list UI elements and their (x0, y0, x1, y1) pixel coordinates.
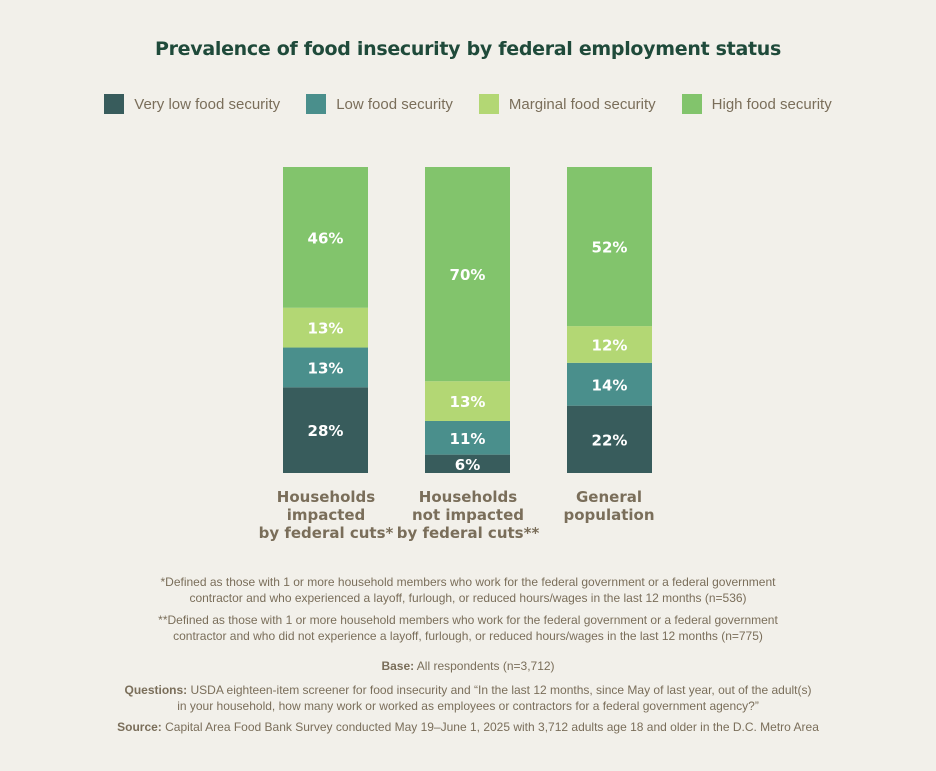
legend-item-low: Low food security (306, 94, 453, 114)
category-label-general: General population (534, 488, 684, 524)
base-text: All respondents (n=3,712) (414, 659, 555, 673)
category-label-impacted: Households impacted by federal cuts* (251, 488, 401, 542)
source-label: Source: (117, 720, 162, 734)
legend-label: Marginal food security (508, 95, 656, 113)
legend-label: Very low food security (134, 95, 281, 113)
data-label: 52% (592, 239, 628, 257)
legend-swatch-very-low (104, 94, 125, 114)
bar-segment-marginal (283, 307, 368, 348)
category-label-line: population (563, 506, 655, 524)
category-label-line: Households (276, 488, 376, 506)
bar-segment-marginal (425, 381, 510, 421)
bar-segment-very-low (425, 454, 510, 473)
data-label: 14% (592, 376, 628, 394)
footnote-line: contractor and who experienced a layoff,… (189, 591, 747, 605)
bar-segment-very-low (567, 405, 652, 473)
data-label: 13% (308, 320, 344, 338)
bar-segment-low (283, 347, 368, 388)
questions-text-line2: in your household, how many work or work… (177, 699, 759, 713)
questions-label: Questions: (124, 683, 188, 697)
base-note: Base: All respondents (n=3,712) (100, 658, 836, 674)
category-label-line: General (576, 488, 642, 506)
footnote-line: *Defined as those with 1 or more househo… (160, 575, 776, 589)
bar-segment-marginal (567, 326, 652, 363)
category-label-line: impacted (286, 506, 366, 524)
category-label-line: not impacted (412, 506, 524, 524)
bar-segment-low (425, 420, 510, 455)
category-label-not-impacted: Households not impacted by federal cuts** (393, 488, 543, 542)
category-label-line: by federal cuts** (396, 524, 540, 542)
legend-item-high: High food security (681, 94, 832, 114)
legend-item-very-low: Very low food security (104, 94, 280, 114)
data-label: 13% (308, 359, 344, 377)
data-label: 70% (450, 266, 486, 284)
category-label-line: by federal cuts* (258, 524, 394, 542)
legend-item-marginal: Marginal food security (478, 94, 656, 114)
bar-segment-high (283, 167, 368, 308)
legend-swatch-high (681, 94, 702, 114)
questions-text: USDA eighteen-item screener for food ins… (187, 683, 812, 697)
category-label-line: Households (418, 488, 518, 506)
legend-swatch-low (306, 94, 327, 114)
base-label: Base: (381, 659, 415, 673)
legend-label: High food security (711, 95, 832, 113)
data-label: 12% (592, 336, 628, 354)
footnote-impacted: *Defined as those with 1 or more househo… (100, 574, 836, 606)
legend: Very low food security Low food security… (0, 94, 936, 114)
data-label: 22% (592, 431, 628, 449)
footnote-not-impacted: **Defined as those with 1 or more househ… (100, 612, 836, 644)
data-label: 13% (450, 393, 486, 411)
footnote-line: **Defined as those with 1 or more househ… (158, 613, 778, 627)
bar-segment-low (567, 362, 652, 406)
source-note: Source: Capital Area Food Bank Survey co… (100, 719, 836, 735)
footnote-line: contractor and who did not experience a … (173, 629, 763, 643)
data-label: 46% (308, 229, 344, 247)
chart-title: Prevalence of food insecurity by federal… (154, 38, 782, 60)
bar-segment-high (425, 167, 510, 382)
legend-swatch-marginal (478, 94, 499, 114)
source-text: Capital Area Food Bank Survey conducted … (161, 720, 819, 734)
bar-segment-very-low (283, 387, 368, 473)
data-label: 11% (450, 430, 486, 448)
data-label: 28% (308, 422, 344, 440)
legend-label: Low food security (336, 95, 453, 113)
questions-note: Questions: USDA eighteen-item screener f… (100, 682, 836, 714)
data-label: 6% (455, 456, 480, 474)
bar-segment-high (567, 167, 652, 327)
